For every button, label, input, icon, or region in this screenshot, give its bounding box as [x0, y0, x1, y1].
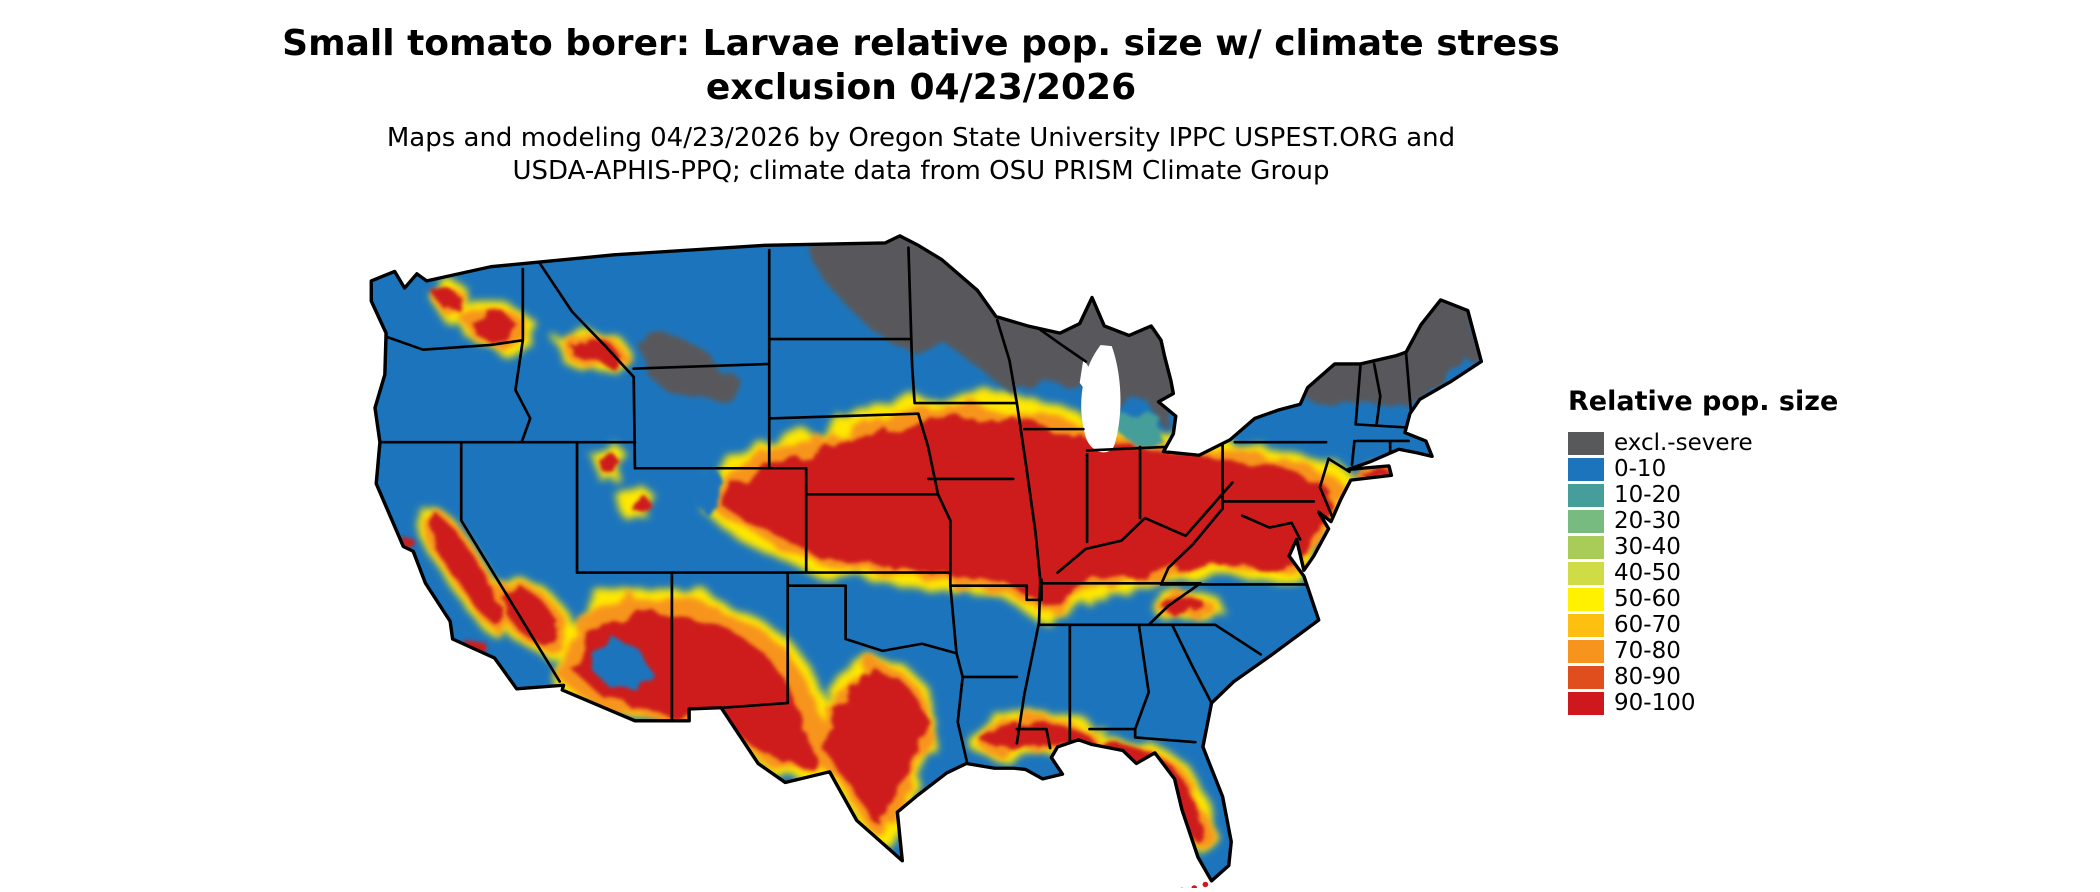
legend-label: 40-50 [1614, 560, 1681, 586]
legend-label: 10-20 [1614, 482, 1681, 508]
florida-keys-dots [1180, 881, 1209, 888]
legend-swatch [1568, 536, 1604, 559]
region-colorado-rockies-blue [690, 465, 723, 514]
legend-item: 0-10 [1568, 457, 1928, 482]
legend-item: 60-70 [1568, 613, 1928, 638]
region-arizona-desert-blue [589, 641, 651, 689]
legend-label: 60-70 [1614, 612, 1681, 638]
legend-label: 0-10 [1614, 456, 1667, 482]
legend-item: excl.-severe [1568, 431, 1928, 456]
legend-title: Relative pop. size [1568, 386, 1839, 417]
legend-label: 20-30 [1614, 508, 1681, 534]
map-title-line1: Small tomato borer: Larvae relative pop.… [282, 23, 1560, 64]
legend-swatch [1568, 666, 1604, 689]
legend-label: 50-60 [1614, 586, 1681, 612]
legend-swatch [1568, 640, 1604, 663]
legend-item: 30-40 [1568, 535, 1928, 560]
legend-label: 90-100 [1614, 690, 1696, 716]
legend-item: 50-60 [1568, 587, 1928, 612]
legend-label: 80-90 [1614, 664, 1681, 690]
legend-item: 40-50 [1568, 561, 1928, 586]
region-texas-red [823, 669, 927, 827]
legend-item: 10-20 [1568, 483, 1928, 508]
map-subtitle-line1: Maps and modeling 04/23/2026 by Oregon S… [386, 123, 1456, 153]
legend-swatch [1568, 692, 1604, 715]
legend-swatch [1568, 458, 1604, 481]
legend-label: excl.-severe [1614, 430, 1753, 456]
legend-item: 20-30 [1568, 509, 1928, 534]
map-subtitle-line2: USDA-APHIS-PPQ; climate data from OSU PR… [512, 156, 1330, 187]
us-map-svg [369, 234, 1484, 888]
map-title-line2: exclusion 04/23/2026 [705, 66, 1137, 108]
legend-swatch [1568, 588, 1604, 611]
legend-swatch [1568, 510, 1604, 533]
legend-swatch [1568, 484, 1604, 507]
legend-swatch [1568, 614, 1604, 637]
legend-label: 30-40 [1614, 534, 1681, 560]
map-subtitle: Maps and modeling 04/23/2026 by Oregon S… [0, 122, 1842, 189]
us-map [306, 224, 1538, 888]
legend: Relative pop. size excl.-severe 0-10 10-20… [1568, 386, 1928, 717]
legend-swatch [1568, 432, 1604, 455]
legend-item: 70-80 [1568, 639, 1928, 664]
legend-swatch [1568, 562, 1604, 585]
region-lower-michigan-teal [1119, 407, 1163, 447]
legend-item: 90-100 [1568, 691, 1928, 716]
legend-item: 80-90 [1568, 665, 1928, 690]
state-borders [378, 246, 1417, 766]
region-central-valley-red [427, 512, 502, 626]
us-map-raster [371, 235, 1482, 881]
green-bay [1079, 359, 1095, 398]
us-outline [369, 234, 1484, 883]
legend-items: excl.-severe 0-10 10-20 20-30 30-40 40-50 50-6… [1568, 431, 1928, 716]
legend-label: 70-80 [1614, 638, 1681, 664]
map-title: Small tomato borer: Larvae relative pop.… [0, 22, 1842, 110]
